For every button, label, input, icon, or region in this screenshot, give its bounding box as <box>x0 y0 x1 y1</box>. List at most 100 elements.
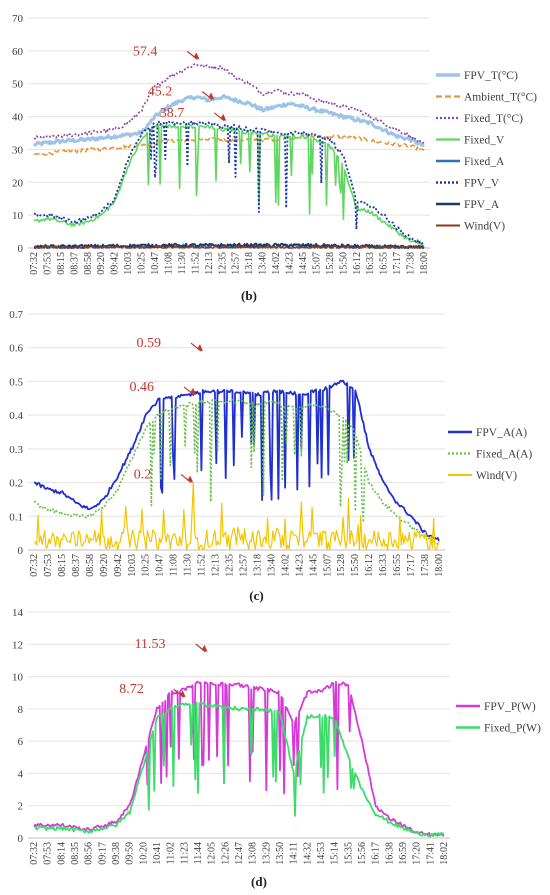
x-tick-label: 13:18 <box>252 554 263 577</box>
y-tick-label: 30 <box>12 144 24 156</box>
legend-label: FPV_V <box>464 178 500 190</box>
x-tick-label: 08:14 <box>56 842 67 865</box>
y-tick-label: 14 <box>12 607 24 619</box>
series-line-b-2 <box>33 62 425 145</box>
x-tick-label: 14:11 <box>289 842 300 864</box>
annotation-arrowhead <box>201 644 208 652</box>
x-tick-label: 17:20 <box>412 842 423 865</box>
x-tick-label: 16:12 <box>364 554 375 577</box>
x-tick-label: 12:35 <box>225 554 236 577</box>
x-tick-label: 08:35 <box>70 842 81 865</box>
x-tick-label: 16:59 <box>398 842 409 865</box>
x-tick-label: 15:50 <box>338 252 349 275</box>
legend-label: FPV_T(°C) <box>464 70 518 82</box>
x-tick-label: 10:47 <box>155 554 166 577</box>
x-tick-label: 14:53 <box>316 842 327 865</box>
x-tick-label: 13:08 <box>248 842 259 865</box>
x-tick-label: 14:23 <box>285 252 296 275</box>
x-tick-label: 11:52 <box>197 554 208 576</box>
y-tick-label: 0.7 <box>9 309 23 321</box>
series-line-c-2 <box>33 482 440 551</box>
y-tick-label: 4 <box>18 768 24 780</box>
annotation-label: 0.59 <box>136 336 161 351</box>
panel-label: (d) <box>251 874 267 889</box>
y-tick-label: 6 <box>18 736 24 748</box>
x-tick-label: 16:33 <box>365 252 376 275</box>
panel-label: (b) <box>241 288 257 303</box>
chart-panel-d: 0 2 4 6 8 10 12 14 07:32 07:53 08:14 08:35 08:56 09:1… <box>12 607 541 889</box>
legend-label: Wind(V) <box>476 470 517 482</box>
legend-label: Fixed_A <box>464 156 505 168</box>
annotation-label: 0.46 <box>130 380 155 395</box>
y-tick-label: 0 <box>18 243 24 255</box>
x-tick-label: 08:58 <box>83 252 94 275</box>
x-tick-label: 14:02 <box>280 554 291 577</box>
y-tick-label: 10 <box>12 210 24 222</box>
x-tick-label: 12:26 <box>220 842 231 865</box>
x-tick-label: 11:02 <box>166 842 177 864</box>
x-tick-label: 09:38 <box>111 842 122 865</box>
legend-label: FPV_P(W) <box>484 701 536 713</box>
annotation-label: 38.7 <box>160 106 185 121</box>
x-tick-label: 12:13 <box>204 252 215 275</box>
x-tick-label: 09:20 <box>96 252 107 275</box>
x-tick-label: 13:18 <box>244 252 255 275</box>
chart-panel-c: 00.10.20.30.40.50.60.707:32 07:53 08:15 08:… <box>9 309 532 603</box>
annotation-arrowhead <box>190 387 196 395</box>
y-tick-label: 50 <box>12 79 24 91</box>
x-tick-label: 16:55 <box>392 554 403 577</box>
legend-label: FPV_A <box>464 199 500 211</box>
y-tick-label: 8 <box>18 704 24 716</box>
x-tick-label: 16:33 <box>378 554 389 577</box>
x-tick-label: 12:05 <box>207 842 218 865</box>
x-tick-label: 09:42 <box>110 252 121 275</box>
x-tick-label: 09:42 <box>113 554 124 577</box>
x-tick-label: 12:57 <box>231 252 242 275</box>
x-tick-label: 11:30 <box>183 554 194 576</box>
x-tick-label: 17:17 <box>406 554 417 577</box>
x-tick-label: 11:44 <box>193 842 204 864</box>
x-tick-label: 07:32 <box>29 554 40 577</box>
x-tick-label: 12:13 <box>211 554 222 577</box>
y-tick-label: 0 <box>18 545 24 557</box>
y-tick-label: 0.6 <box>9 343 23 355</box>
y-tick-label: 12 <box>12 639 23 651</box>
x-tick-label: 10:25 <box>141 554 152 577</box>
x-tick-label: 17:41 <box>425 842 436 865</box>
series-line-b-7 <box>33 245 425 249</box>
x-tick-label: 09:20 <box>99 554 110 577</box>
x-tick-label: 15:07 <box>322 554 333 577</box>
x-tick-label: 15:14 <box>330 842 341 865</box>
x-tick-label: 16:38 <box>384 842 395 865</box>
y-tick-label: 0.4 <box>9 410 23 422</box>
legend-label: Fixed_A(A) <box>476 449 532 461</box>
x-tick-label: 14:23 <box>294 554 305 577</box>
series-line-c-0 <box>33 379 440 542</box>
x-tick-label: 09:59 <box>125 842 136 865</box>
annotation-arrowhead <box>196 344 203 352</box>
x-tick-label: 16:55 <box>379 252 390 275</box>
y-tick-label: 0 <box>18 833 24 845</box>
y-tick-label: 0.3 <box>9 444 23 456</box>
x-tick-label: 07:53 <box>43 842 54 865</box>
panel-label: (c) <box>249 588 263 603</box>
x-tick-label: 10:03 <box>127 554 138 577</box>
series-line-b-1 <box>33 133 425 156</box>
chart-panel-b: 0 10 20 30 40 50 60 70 07:32 07:53 08:15 08:37 08:58… <box>12 13 537 303</box>
y-tick-label: 0.2 <box>9 478 23 490</box>
x-tick-label: 18:00 <box>434 554 445 577</box>
legend-label: Fixed_V <box>464 135 505 147</box>
annotation-arrowhead <box>208 92 215 100</box>
annotation-arrowhead <box>179 690 186 698</box>
x-tick-label: 17:38 <box>406 252 417 275</box>
y-tick-label: 0.1 <box>9 511 23 523</box>
x-tick-label: 08:58 <box>85 554 96 577</box>
x-tick-label: 13:40 <box>258 252 269 275</box>
y-tick-label: 0.5 <box>9 376 23 388</box>
x-tick-label: 08:15 <box>57 554 68 577</box>
series-line-d-1 <box>34 701 445 838</box>
x-tick-label: 18:00 <box>419 252 430 275</box>
x-tick-label: 16:17 <box>371 842 382 865</box>
annotation-arrowhead <box>193 52 200 60</box>
